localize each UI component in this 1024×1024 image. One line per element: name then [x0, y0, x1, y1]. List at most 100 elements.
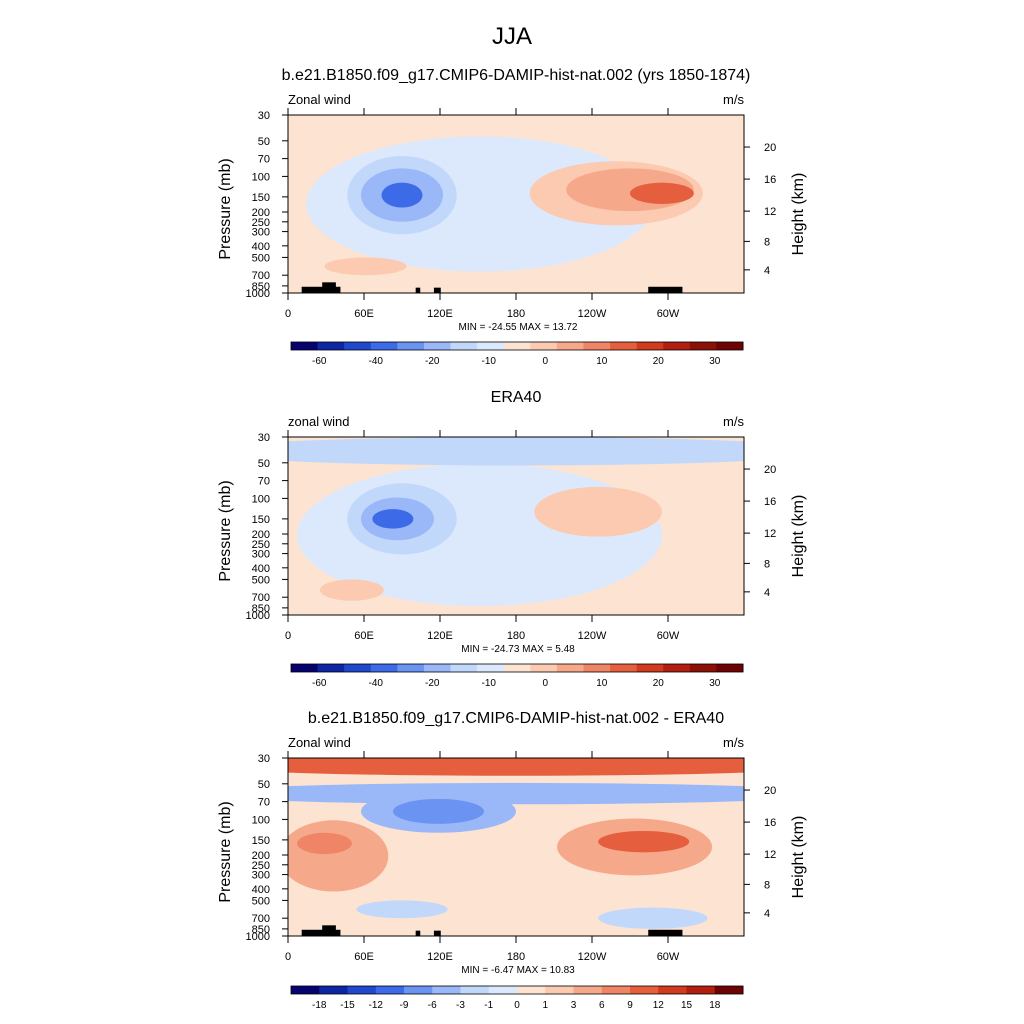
y-right-tick-label: 12	[764, 206, 776, 218]
colorbar-swatch	[503, 342, 531, 350]
colorbar-label: 0	[514, 1000, 520, 1011]
colorbar-label: 18	[709, 1000, 721, 1011]
colorbar-label: -6	[428, 1000, 437, 1011]
x-tick-label: 60W	[657, 308, 680, 320]
y-tick-label: 200	[252, 529, 270, 541]
colorbar-swatch	[347, 986, 377, 994]
x-tick-label: 180	[507, 951, 525, 963]
y-tick-label: 250	[252, 539, 270, 551]
colorbar-swatch	[397, 664, 425, 672]
y-axis-title: Pressure (mb)	[217, 480, 234, 581]
y-tick-label: 1000	[246, 610, 270, 622]
colorbar-swatch	[423, 664, 452, 672]
x-tick-label: 120E	[427, 951, 453, 963]
colorbar-label: 10	[596, 678, 608, 689]
colorbar-label: 6	[599, 1000, 605, 1011]
x-tick-label: 60E	[354, 308, 374, 320]
x-tick-label: 120E	[427, 308, 453, 320]
y-right-tick-label: 4	[764, 587, 770, 599]
y-right-tick-label: 12	[764, 528, 776, 540]
variable-label: Zonal wind	[288, 735, 351, 750]
y-right-tick-label: 4	[764, 908, 770, 920]
topography-block	[301, 929, 341, 936]
contour-region	[356, 900, 448, 919]
colorbar-swatch	[610, 342, 638, 350]
x-tick-label: 0	[285, 630, 291, 642]
y-tick-label: 250	[252, 860, 270, 872]
colorbar-swatch	[291, 986, 320, 994]
colorbar-swatch	[716, 342, 744, 350]
colorbar-swatch	[583, 664, 611, 672]
y-tick-label: 30	[258, 110, 270, 122]
colorbar-swatch	[477, 664, 505, 672]
chart-panel-1: b.e21.B1850.f09_g17.CMIP6-DAMIP-hist-nat…	[217, 67, 807, 367]
colorbar-label: -15	[340, 1000, 355, 1011]
colorbar-label: 1	[542, 1000, 548, 1011]
contour-region	[288, 758, 744, 936]
colorbar-swatch	[636, 664, 664, 672]
contour-field	[288, 758, 744, 936]
x-tick-label: 120W	[578, 951, 607, 963]
x-tick-label: 60E	[354, 630, 374, 642]
chart-panel-3: b.e21.B1850.f09_g17.CMIP6-DAMIP-hist-nat…	[217, 710, 807, 1011]
colorbar-label: 12	[653, 1000, 665, 1011]
topography-block	[415, 930, 421, 936]
y-right-tick-label: 16	[764, 174, 776, 186]
colorbar-label: 20	[653, 678, 665, 689]
colorbar-swatch	[291, 342, 319, 350]
stats-label: MIN = -24.73 MAX = 5.48	[461, 644, 575, 655]
y-right-tick-label: 8	[764, 558, 770, 570]
topography-block	[301, 286, 341, 293]
topography-block	[433, 930, 441, 936]
colorbar-swatch	[610, 664, 638, 672]
colorbar-swatch	[517, 986, 546, 994]
x-tick-label: 180	[507, 630, 525, 642]
colorbar-swatch	[375, 986, 405, 994]
y-right-tick-label: 20	[764, 142, 776, 154]
topography-block	[415, 287, 421, 293]
colorbar-label: 3	[571, 1000, 577, 1011]
topography-block	[648, 286, 683, 293]
panel-title: b.e21.B1850.f09_g17.CMIP6-DAMIP-hist-nat…	[282, 67, 751, 84]
y-tick-label: 50	[258, 779, 270, 791]
figure-title: JJA	[492, 23, 532, 50]
colorbar-label: -60	[312, 356, 327, 367]
variable-label: zonal wind	[288, 414, 349, 429]
colorbar-frame	[290, 985, 744, 995]
y-right-tick-label: 16	[764, 496, 776, 508]
contour-region	[288, 758, 744, 776]
y-tick-label: 70	[258, 797, 270, 809]
x-tick-label: 180	[507, 308, 525, 320]
y-axis-title: Pressure (mb)	[217, 158, 234, 259]
y-tick-label: 30	[258, 753, 270, 765]
colorbar-swatch	[344, 342, 372, 350]
y-tick-label: 400	[252, 241, 270, 253]
colorbar-swatch	[556, 664, 584, 672]
y-tick-label: 50	[258, 458, 270, 470]
colorbar-swatch	[530, 342, 558, 350]
colorbar-swatch	[432, 986, 461, 994]
topography-block	[322, 282, 336, 293]
colorbar-label: 0	[542, 356, 548, 367]
y-tick-label: 100	[252, 493, 270, 505]
y-tick-label: 400	[252, 884, 270, 896]
y-tick-label: 200	[252, 850, 270, 862]
colorbar-swatch	[530, 664, 558, 672]
colorbar-label: -10	[482, 356, 497, 367]
y-tick-label: 500	[252, 252, 270, 264]
y-tick-label: 300	[252, 549, 270, 561]
panel-title: ERA40	[491, 389, 542, 406]
x-tick-label: 0	[285, 308, 291, 320]
y-right-tick-label: 16	[764, 817, 776, 829]
colorbar-swatch	[423, 342, 452, 350]
colorbar-label: -18	[312, 1000, 327, 1011]
y-right-axis-title: Height (km)	[790, 816, 807, 899]
y-tick-label: 700	[252, 592, 270, 604]
colorbar-label: -3	[456, 1000, 465, 1011]
panel-title: b.e21.B1850.f09_g17.CMIP6-DAMIP-hist-nat…	[308, 710, 724, 727]
colorbar-swatch	[686, 986, 716, 994]
contour-field	[288, 437, 744, 615]
contour-field	[288, 115, 744, 293]
y-tick-label: 300	[252, 870, 270, 882]
